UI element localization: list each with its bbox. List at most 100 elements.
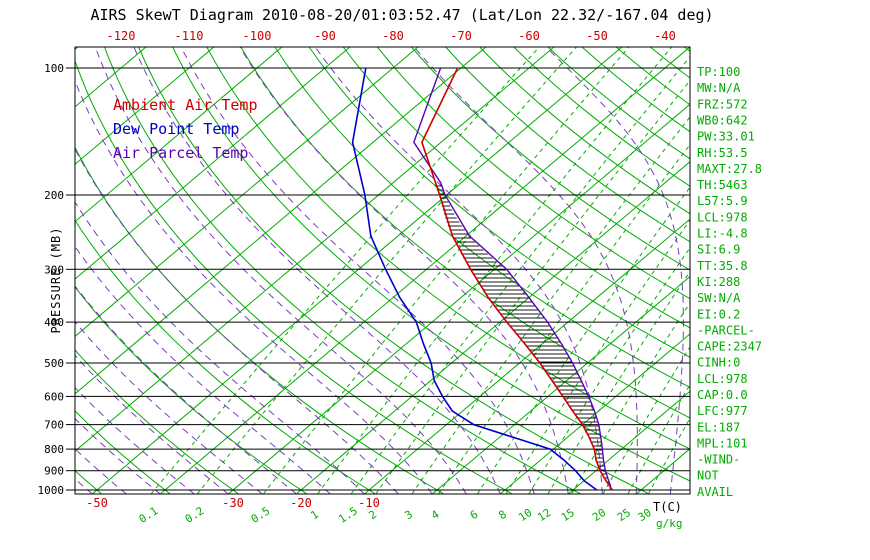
pressure-tick-label: 500 [44,357,64,370]
moist-adiabat-line [239,47,569,494]
mixing-ratio-label-text: 0.5 [249,504,273,526]
isotherm-line [75,47,283,223]
dry-adiabat-line [649,47,690,79]
stat-line: RH:53.5 [697,146,748,160]
mixing-ratio-line [375,79,690,494]
pressure-tick-label: 200 [44,189,64,202]
top-temp-label: -110 [175,29,204,43]
stat-line: CINH:0 [697,356,740,370]
dry-adiabat-line [411,47,690,271]
stat-line: MW:N/A [697,81,741,95]
mixing-ratio-label-text: 4 [429,508,442,523]
mixing-ratio-label: 30 [636,506,654,524]
moist-adiabat-line [413,47,638,494]
mixing-ratio-line [411,116,690,494]
mixing-ratio-line [476,186,690,494]
top-temp-label: -100 [243,29,272,43]
legend-air-parcel-temp: Air Parcel Temp [113,144,248,162]
moist-adiabat-line [75,201,365,494]
isotherm-line [75,47,351,280]
pressure-tick-label: 600 [44,390,64,403]
dry-adiabat-line [75,59,513,494]
moist-adiabat-line [94,47,467,494]
dry-adiabat-line [513,47,690,187]
bottom-temp-label: -10 [358,496,380,510]
pressure-tick-label: 400 [44,316,64,329]
axis-labels: -120 -110 -100 -90 -80 -70 -60 -50 -40 -50 -30 -20 -… [86,29,676,526]
top-temp-label: -120 [107,29,136,43]
top-temp-label: -80 [382,29,404,43]
dry-adiabat-line [445,47,690,243]
mixing-ratio-line [528,246,690,494]
stat-line: EL:187 [697,420,740,434]
dry-adiabat-line [104,47,581,494]
mixing-ratio-label-text: 10 [516,506,534,524]
mixing-ratio-label: 0.1 [137,504,161,526]
mixing-unit-label: g/kg [656,517,683,530]
stat-line: CAP:0.0 [697,388,748,402]
moist-adiabat-line [75,147,399,494]
dry-adiabat-line [581,47,690,133]
mixing-ratio-line [150,47,540,494]
temp-unit-label: T(C) [653,500,682,514]
bottom-temp-label: -20 [290,496,312,510]
mixing-ratio-label: 0.2 [183,504,207,526]
isotherm-line [75,47,419,338]
stat-line: MPL:101 [697,436,748,450]
isotherm-line [75,47,215,165]
isotherm-line [75,47,487,395]
moist-adiabat-line [0,47,24,494]
cape-hatch-area [433,182,610,483]
mixing-ratio-line [196,47,577,494]
pressure-axis-label: PRESSURE (MB) [49,227,63,334]
mixing-ratio-label: 10 [516,506,534,524]
pressure-tick-label: 100 [44,62,64,75]
moist-adiabat-line [75,321,263,494]
dry-adiabat-line [172,47,690,482]
mixing-ratio-label: 3 [402,508,415,523]
isotherm-line [499,333,690,494]
isotherm-line [431,275,690,494]
stat-line: MAXT:27.8 [697,162,762,176]
moist-adiabat-line [545,47,684,494]
dew-point-temp-curve [351,67,598,491]
mixing-ratio-label: 15 [559,506,577,524]
pressure-tick-label: 800 [44,443,64,456]
isotherm-line [159,47,690,494]
dry-adiabat-line [138,47,650,494]
mixing-ratio-line [647,417,690,494]
plot-frame [74,46,691,495]
mixing-ratio-label-text: 0.1 [137,504,161,526]
stat-line: AVAIL [697,485,733,499]
stats-panel: TP:100 MW:N/A FRZ:572 WB0:642 PW:33.01 RH:53.… [697,65,762,499]
mixing-ratio-label: 25 [615,506,633,524]
stat-line: SW:N/A [697,291,741,305]
stat-line: -WIND- [697,453,740,467]
moist-adiabat-line [75,79,433,494]
stat-line: LI:-4.8 [697,227,748,241]
air-parcel-temp-curve [413,67,612,491]
dry-adiabat-line [75,349,239,494]
dry-adiabat-line [240,47,690,419]
sounding-layer [351,67,614,491]
mixing-ratio-line [627,383,690,494]
mixing-ratio-label-text: 25 [615,506,633,524]
isotherm-line [295,161,690,494]
stat-line: WB0:642 [697,113,748,127]
legend-dew-point-temp: Dew Point Temp [113,120,239,138]
mixing-ratio-label-text: 1.5 [336,504,360,526]
mixing-ratio-label: 4 [429,508,442,523]
isotherm-line [75,47,79,51]
stat-line: NOT [697,469,719,483]
mixing-ratio-line [438,143,690,494]
stat-line: LFC:977 [697,404,748,418]
stat-line: CAPE:2347 [697,340,762,354]
stat-line: EI:0.2 [697,307,740,321]
bottom-temp-label: -50 [86,496,108,510]
mixing-ratio-label: 0.5 [249,504,273,526]
top-temp-label: -60 [518,29,540,43]
mixing-ratio-label-text: 3 [402,508,415,523]
stat-line: FRZ:572 [697,97,748,111]
